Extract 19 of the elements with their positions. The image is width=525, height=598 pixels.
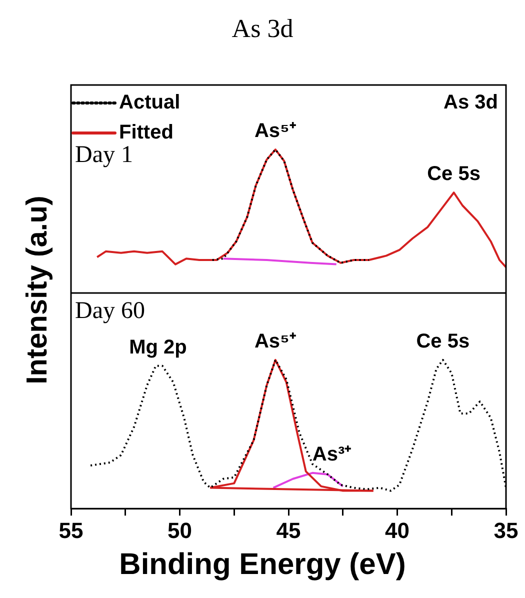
annotation: As⁵⁺ (254, 120, 296, 142)
text: As 3d (444, 92, 498, 114)
annotation: As³⁺ (312, 443, 352, 466)
x-tick-label: 40 (385, 518, 410, 543)
legend-label: Fitted (119, 122, 174, 144)
annotation: Mg 2p (129, 336, 187, 358)
chart-subtitle: Day 1 (75, 142, 133, 168)
x-axis-title: Binding Energy (eV) (118, 548, 407, 582)
annotation: Ce 5s (416, 330, 470, 352)
x-tick-label: 35 (494, 518, 518, 543)
x-tick-label: 55 (58, 518, 84, 543)
chart-subtitle: Day 60 (75, 298, 145, 324)
annotation: Ce 5s (427, 163, 480, 186)
x-tick-label: 50 (168, 518, 192, 543)
legend-label: Actual (119, 92, 180, 114)
x-tick-label: 45 (276, 518, 301, 543)
chart-title: As 3d (230, 14, 294, 44)
annotation: As⁵⁺ (254, 330, 296, 352)
y-axis-title: Intensity (a.u) (22, 196, 54, 384)
